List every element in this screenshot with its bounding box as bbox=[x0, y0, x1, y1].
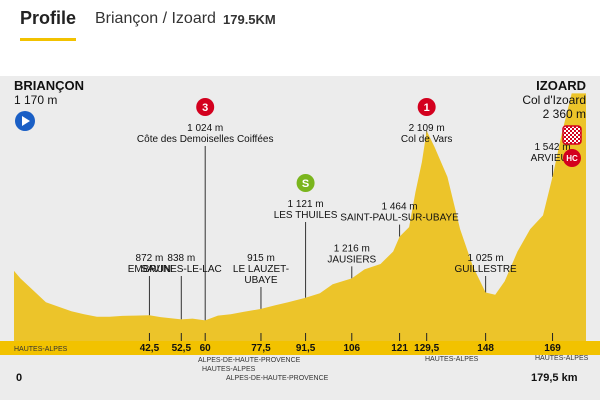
climb-category-label: 3 bbox=[202, 102, 208, 114]
point-label: 1 025 m GUILLESTRE bbox=[454, 253, 517, 275]
climb-category-label: 1 bbox=[424, 102, 430, 114]
km-strip bbox=[0, 341, 600, 355]
sprint-icon bbox=[296, 174, 315, 192]
route-distance: 179.5KM bbox=[223, 12, 276, 27]
point-label: 1 121 m LES THUILES bbox=[274, 199, 338, 221]
km-marker-label: 60 bbox=[200, 343, 212, 354]
start-town: BRIANÇON bbox=[14, 78, 85, 93]
route-name: Briançon / Izoard bbox=[95, 10, 216, 27]
climb-category-icon bbox=[417, 98, 436, 116]
title-underline bbox=[20, 38, 76, 41]
finish-col: Col d'Izoard bbox=[522, 93, 586, 107]
region-bands: ALPES-DE-HAUTE-PROVENCE HAUTES-ALPES ALP… bbox=[198, 356, 328, 383]
km-marker-label: 169 bbox=[544, 343, 561, 354]
region-start: HAUTES-ALPES bbox=[14, 346, 68, 353]
km-marker-label: 121 bbox=[391, 343, 408, 354]
header: Profile Briançon / Izoard 179.5KM bbox=[0, 0, 600, 46]
hc-climb-icon bbox=[563, 149, 581, 167]
point-label: 915 m LE LAUZET-UBAYE bbox=[233, 253, 289, 286]
finish-town: IZOARD bbox=[536, 78, 586, 93]
start-altitude: 1 170 m bbox=[14, 93, 58, 107]
region-end: HAUTES-ALPES bbox=[535, 355, 589, 362]
total-km: 179,5 km bbox=[531, 372, 578, 384]
km-marker-label: 91,5 bbox=[296, 343, 316, 354]
km-marker-label: 77,5 bbox=[251, 343, 271, 354]
region-band-3: ALPES-DE-HAUTE-PROVENCE bbox=[226, 375, 329, 382]
start-arrow-icon bbox=[15, 111, 35, 131]
point-label: 1 464 m SAINT-PAUL-SUR-UBAYE bbox=[340, 202, 459, 224]
point-label: 1 216 m JAUSIERS bbox=[327, 243, 376, 265]
hc-climb-label: HC bbox=[566, 154, 578, 163]
start-block: BRIANÇON 1 170 m bbox=[14, 78, 85, 108]
finish-flag-icon bbox=[562, 125, 582, 145]
point-label: 1 024 m Côte des Demoiselles Coiffées bbox=[137, 123, 274, 145]
region-band-1: ALPES-DE-HAUTE-PROVENCE bbox=[198, 357, 301, 364]
finish-block: IZOARD Col d'Izoard 2 360 m bbox=[522, 78, 586, 122]
start-km: 0 bbox=[16, 372, 23, 384]
page-title: Profile bbox=[20, 8, 77, 28]
elevation-area bbox=[14, 93, 586, 342]
climb-category-icon bbox=[196, 98, 215, 116]
region-band-2: HAUTES-ALPES bbox=[202, 366, 256, 373]
sprint-label: S bbox=[302, 178, 309, 190]
km-marker-label: 148 bbox=[477, 343, 494, 354]
km-marker-label: 129,5 bbox=[414, 343, 439, 354]
point-label: 872 m EMBRUN bbox=[128, 253, 171, 275]
region-mid: HAUTES-ALPES bbox=[425, 356, 479, 363]
point-label: 2 109 m Col de Vars bbox=[401, 123, 453, 145]
km-marker-label: 42,5 bbox=[140, 343, 160, 354]
finish-altitude: 2 360 m bbox=[542, 107, 586, 121]
km-marker-label: 106 bbox=[343, 343, 360, 354]
point-label: 838 m SAVINES-LE-LAC bbox=[141, 253, 222, 275]
point-label: 1 542 m ARVIEUX bbox=[531, 142, 575, 164]
km-marker-label: 52,5 bbox=[172, 343, 192, 354]
